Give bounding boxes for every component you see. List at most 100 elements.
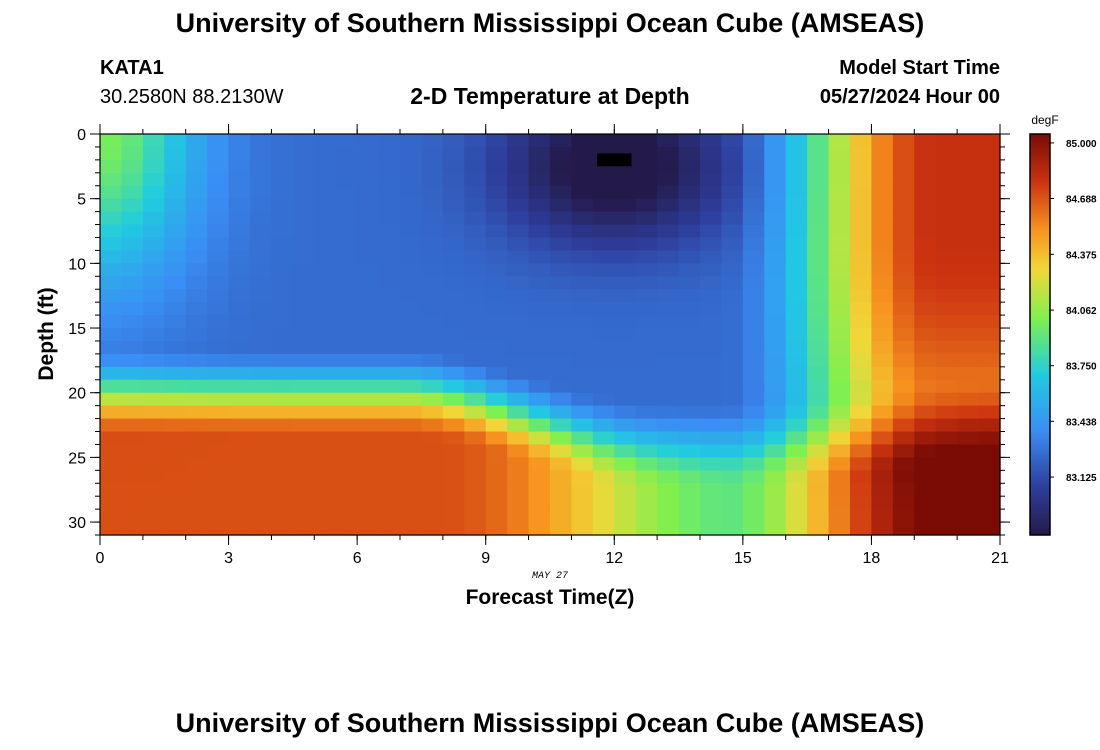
heatmap-cell bbox=[550, 185, 573, 200]
heatmap-cell bbox=[100, 146, 123, 161]
heatmap-cell bbox=[485, 353, 508, 368]
heatmap-cell bbox=[485, 315, 508, 329]
heatmap-cell bbox=[250, 522, 273, 536]
heatmap-cell bbox=[485, 146, 508, 161]
x-tick-label: 12 bbox=[605, 550, 623, 567]
heatmap-cell bbox=[935, 431, 958, 446]
heatmap-cell bbox=[550, 172, 573, 187]
heatmap-cell bbox=[721, 172, 744, 187]
heatmap-cell bbox=[785, 353, 808, 368]
heatmap-cell bbox=[871, 224, 894, 239]
heatmap-cell bbox=[121, 496, 144, 510]
heatmap-cell bbox=[335, 185, 358, 200]
heatmap-cell bbox=[871, 444, 894, 458]
heatmap-cell bbox=[678, 134, 701, 148]
heatmap-cell bbox=[528, 457, 551, 471]
heatmap-cell bbox=[871, 289, 894, 303]
heatmap-cell bbox=[957, 198, 980, 213]
heatmap-cell bbox=[892, 146, 915, 161]
heatmap-cell bbox=[850, 237, 873, 252]
heatmap-cell bbox=[142, 496, 165, 510]
heatmap-cell bbox=[657, 185, 680, 200]
heatmap-cell bbox=[250, 328, 273, 342]
heatmap-cell bbox=[828, 366, 851, 381]
heatmap-cell bbox=[121, 483, 144, 497]
heatmap-cell bbox=[400, 185, 423, 200]
heatmap-cell bbox=[850, 340, 873, 355]
heatmap-cell bbox=[935, 353, 958, 368]
heatmap-cell bbox=[828, 289, 851, 303]
heatmap-cell bbox=[657, 198, 680, 213]
heatmap-cell bbox=[421, 340, 444, 355]
heatmap-cell bbox=[400, 496, 423, 510]
heatmap-cell bbox=[742, 366, 765, 381]
heatmap-cell bbox=[314, 509, 337, 523]
heatmap-cell bbox=[507, 366, 530, 381]
heatmap-cell bbox=[635, 509, 658, 523]
heatmap-cell bbox=[292, 366, 315, 381]
heatmap-cell bbox=[678, 457, 701, 471]
heatmap-cell bbox=[271, 185, 294, 200]
heatmap-cell bbox=[185, 457, 208, 471]
heatmap-cell bbox=[378, 211, 401, 226]
heatmap-cell bbox=[742, 185, 765, 200]
heatmap-cell bbox=[400, 263, 423, 277]
heatmap-cell bbox=[292, 224, 315, 239]
heatmap-cell bbox=[485, 379, 508, 394]
heatmap-cell bbox=[550, 353, 573, 368]
heatmap-cell bbox=[292, 470, 315, 484]
heatmap-cell bbox=[828, 185, 851, 200]
heatmap-cell bbox=[314, 392, 337, 407]
heatmap-cell bbox=[421, 172, 444, 187]
heatmap-cell bbox=[528, 211, 551, 226]
heatmap-cell bbox=[914, 496, 937, 510]
heatmap-cell bbox=[142, 379, 165, 394]
heatmap-cell bbox=[314, 457, 337, 471]
heatmap-cell bbox=[485, 185, 508, 200]
heatmap-cell bbox=[935, 444, 958, 458]
heatmap-cell bbox=[292, 315, 315, 329]
heatmap-cell bbox=[357, 509, 380, 523]
heatmap-cell bbox=[100, 418, 123, 433]
heatmap-cell bbox=[100, 198, 123, 213]
heatmap-cell bbox=[464, 237, 487, 252]
heatmap-cell bbox=[378, 159, 401, 174]
heatmap-cell bbox=[142, 457, 165, 471]
heatmap-cell bbox=[314, 224, 337, 239]
heatmap-cell bbox=[292, 340, 315, 355]
heatmap-cell bbox=[957, 483, 980, 497]
heatmap-cell bbox=[657, 340, 680, 355]
heatmap-cell bbox=[657, 405, 680, 420]
heatmap-cell bbox=[935, 340, 958, 355]
heatmap-cell bbox=[271, 289, 294, 303]
heatmap-cell bbox=[678, 522, 701, 536]
heatmap-cell bbox=[335, 392, 358, 407]
heatmap-cell bbox=[828, 315, 851, 329]
heatmap-cell bbox=[121, 172, 144, 187]
heatmap-cell bbox=[250, 224, 273, 239]
heatmap-cell bbox=[614, 522, 637, 536]
heatmap-cell bbox=[571, 405, 594, 420]
heatmap-cell bbox=[485, 198, 508, 213]
heatmap-cell bbox=[314, 134, 337, 148]
heatmap-cell bbox=[250, 250, 273, 264]
heatmap-cell bbox=[464, 211, 487, 226]
heatmap-cell bbox=[550, 496, 573, 510]
heatmap-cell bbox=[678, 211, 701, 226]
heatmap-cell bbox=[678, 405, 701, 420]
heatmap-cell bbox=[292, 250, 315, 264]
heatmap-cell bbox=[142, 353, 165, 368]
heatmap-cell bbox=[785, 250, 808, 264]
heatmap-cell bbox=[464, 302, 487, 316]
heatmap-cell bbox=[764, 457, 787, 471]
heatmap-cell bbox=[528, 444, 551, 458]
heatmap-cell bbox=[807, 250, 830, 264]
heatmap-cell bbox=[442, 276, 465, 290]
heatmap-cell bbox=[228, 353, 251, 368]
heatmap-cell bbox=[485, 224, 508, 239]
heatmap-cell bbox=[442, 392, 465, 407]
heatmap-cell bbox=[250, 198, 273, 213]
heatmap-cell bbox=[592, 392, 615, 407]
heatmap-cell bbox=[378, 315, 401, 329]
heatmap-cell bbox=[742, 172, 765, 187]
